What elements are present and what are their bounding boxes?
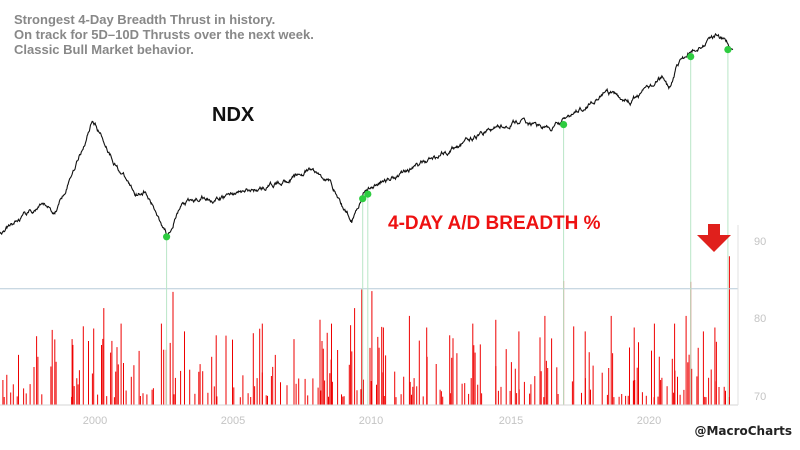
x-tick-label: 2020 xyxy=(637,415,661,427)
y-tick-label: 70 xyxy=(754,391,766,403)
thrust-dot xyxy=(364,190,372,198)
arrow-head xyxy=(697,235,731,252)
annotation-line: On track for 5D–10D Thrusts over the nex… xyxy=(14,27,314,42)
x-tick-label: 2005 xyxy=(221,415,245,427)
thrust-connectors xyxy=(166,49,729,405)
y-tick-label: 90 xyxy=(754,236,766,248)
thrust-dots xyxy=(163,46,732,241)
breadth-label: 4-DAY A/D BREADTH % xyxy=(388,213,601,234)
annotation-line: Classic Bull Market behavior. xyxy=(14,42,194,57)
thrust-dot xyxy=(687,53,695,61)
x-tick-label: 2000 xyxy=(83,415,107,427)
annotation-block: Strongest 4-Day Breadth Thrust in histor… xyxy=(14,12,314,57)
x-tick-label: 2015 xyxy=(499,415,523,427)
x-ticks: 2000 2005 2010 2015 2020 xyxy=(83,415,661,427)
ndx-line xyxy=(0,32,734,238)
y-tick-label: 80 xyxy=(754,313,766,325)
breadth-bars xyxy=(2,256,730,405)
thrust-dot xyxy=(724,46,732,54)
thrust-dot xyxy=(560,121,568,129)
credit-label: @MacroCharts xyxy=(694,424,792,438)
y-ticks: 90 80 70 xyxy=(754,236,766,403)
annotation-line: Strongest 4-Day Breadth Thrust in histor… xyxy=(14,12,276,27)
thrust-dot xyxy=(163,233,171,241)
x-tick-label: 2010 xyxy=(359,415,383,427)
ndx-label: NDX xyxy=(212,104,255,126)
down-arrow-icon xyxy=(697,224,731,252)
thrust-dot xyxy=(359,195,367,203)
arrow-shaft xyxy=(708,224,720,236)
